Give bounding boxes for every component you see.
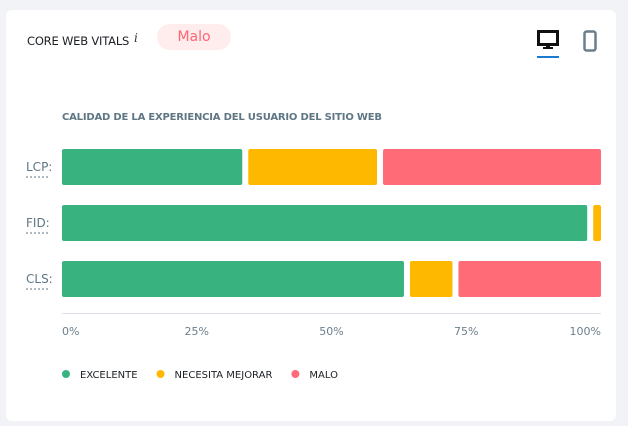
- desktop-tab-indicator: [537, 56, 559, 58]
- bar-segment-excelente[interactable]: [62, 205, 588, 241]
- bar-segment-excelente[interactable]: [62, 261, 404, 297]
- x-tick-label: 50%: [319, 325, 343, 338]
- legend-label: NECESITA MEJORAR: [175, 370, 273, 381]
- category-label[interactable]: CLS:: [26, 272, 53, 286]
- card-title: CORE WEB VITALS: [27, 34, 130, 48]
- x-tick-label: 100%: [570, 325, 601, 338]
- x-tick-label: 75%: [454, 325, 478, 338]
- legend-dot: [156, 370, 165, 378]
- legend-label: EXCELENTE: [80, 370, 138, 381]
- legend-label: MALO: [309, 370, 338, 381]
- legend-dot: [62, 370, 70, 378]
- category-label[interactable]: FID:: [26, 216, 50, 230]
- category-label[interactable]: LCP:: [26, 160, 52, 174]
- legend-dot: [291, 370, 300, 378]
- bar-segment-necesita-mejorar[interactable]: [409, 261, 453, 297]
- mobile-icon[interactable]: [583, 30, 597, 56]
- bar-segment-necesita-mejorar[interactable]: [248, 149, 378, 185]
- x-tick-label: 0%: [62, 325, 79, 338]
- bar-segment-necesita-mejorar[interactable]: [593, 205, 601, 241]
- desktop-icon[interactable]: [537, 30, 559, 54]
- bar-segment-malo[interactable]: [383, 149, 601, 185]
- info-icon[interactable]: i: [134, 31, 138, 45]
- x-tick-label: 25%: [185, 325, 209, 338]
- status-badge: Malo: [157, 24, 231, 50]
- chart-title: CALIDAD DE LA EXPERIENCIA DEL USUARIO DE…: [62, 112, 382, 123]
- bar-segment-malo[interactable]: [458, 261, 601, 297]
- bar-segment-excelente[interactable]: [62, 149, 243, 185]
